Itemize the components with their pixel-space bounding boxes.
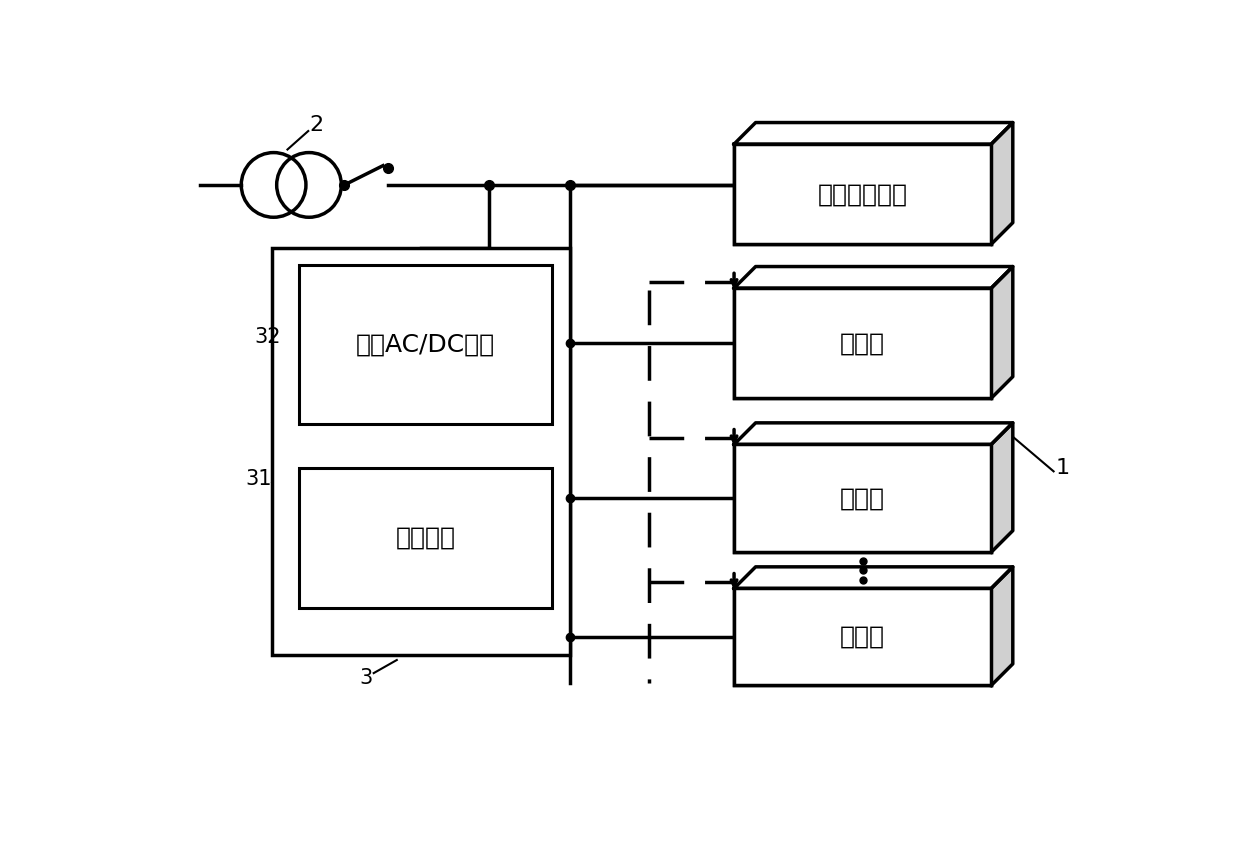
Polygon shape (734, 566, 1013, 589)
Polygon shape (734, 266, 1013, 288)
Text: 1: 1 (1055, 458, 1070, 477)
Text: 31: 31 (246, 469, 272, 489)
Text: 充电桩: 充电桩 (841, 625, 885, 649)
Bar (734, 589, 991, 685)
Bar (734, 444, 991, 552)
Polygon shape (991, 266, 1013, 399)
Polygon shape (734, 123, 1013, 144)
Text: 充电桩: 充电桩 (841, 486, 885, 510)
Bar (299, 467, 552, 608)
Bar (734, 444, 991, 552)
Bar (734, 589, 991, 685)
Bar (272, 248, 570, 655)
Text: 3: 3 (360, 667, 373, 688)
Bar (299, 265, 552, 424)
Polygon shape (734, 423, 1013, 444)
Bar (734, 144, 991, 244)
Polygon shape (991, 123, 1013, 244)
Text: 2: 2 (309, 114, 322, 135)
Text: 充电桩: 充电桩 (841, 332, 885, 355)
Polygon shape (991, 423, 1013, 552)
Text: 储能单元: 储能单元 (396, 526, 455, 550)
Bar (734, 288, 991, 399)
Polygon shape (991, 566, 1013, 685)
Bar (734, 288, 991, 399)
Text: 居民用电负载: 居民用电负载 (817, 182, 908, 206)
Text: 32: 32 (254, 326, 280, 347)
Bar (734, 144, 991, 244)
Text: 双向AC/DC模组: 双向AC/DC模组 (356, 332, 495, 356)
